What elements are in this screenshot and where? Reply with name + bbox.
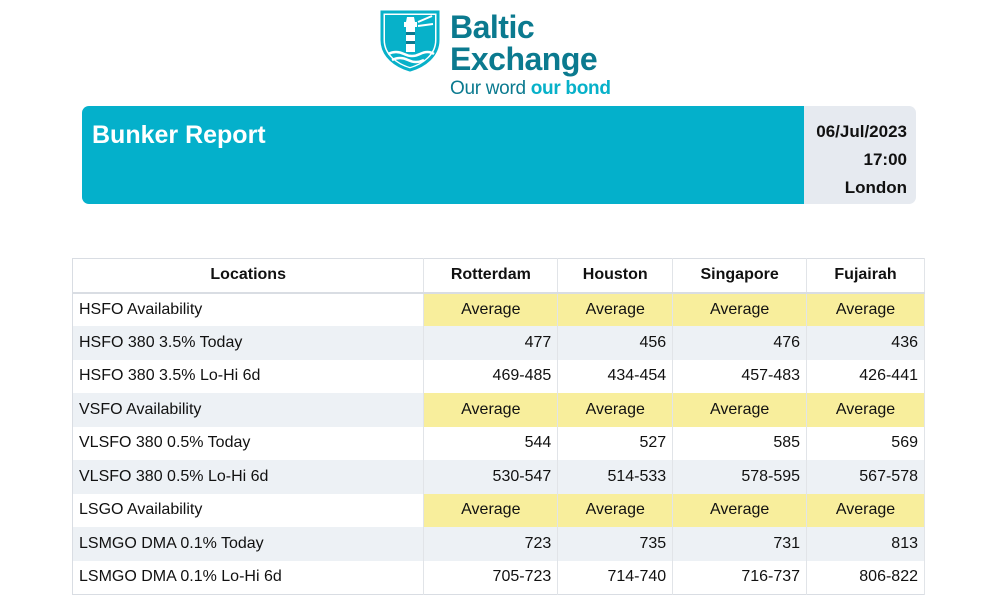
- price-cell: 714-740: [557, 560, 674, 594]
- price-cell: 476: [672, 326, 808, 360]
- price-cell: 723: [423, 527, 559, 561]
- logo-text-exchange: Exchange: [450, 41, 598, 77]
- price-cell: 434-454: [557, 359, 674, 393]
- price-cell: 544: [423, 426, 559, 460]
- header-singapore: Singapore: [672, 258, 808, 294]
- row-label: HSFO 380 3.5% Today: [72, 326, 425, 360]
- price-cell: 735: [557, 527, 674, 561]
- row-label: HSFO 380 3.5% Lo-Hi 6d: [72, 359, 425, 393]
- price-cell: 469-485: [423, 359, 559, 393]
- availability-cell: Average: [806, 393, 925, 427]
- header-houston: Houston: [557, 258, 674, 294]
- report-banner: Bunker Report 06/Jul/2023 17:00 London: [82, 106, 916, 204]
- report-location: London: [844, 178, 907, 197]
- availability-cell: Average: [672, 493, 808, 527]
- price-cell: 813: [806, 527, 925, 561]
- table-row: VLSFO 380 0.5% Today 544 527 585 569: [72, 426, 925, 460]
- price-cell: 514-533: [557, 460, 674, 494]
- report-time: 17:00: [863, 150, 907, 169]
- bunker-price-table: Locations Rotterdam Houston Singapore Fu…: [72, 258, 925, 595]
- report-meta: 06/Jul/2023 17:00 London: [804, 106, 916, 204]
- header-rotterdam: Rotterdam: [423, 258, 559, 294]
- availability-cell: Average: [423, 493, 559, 527]
- price-cell: 716-737: [672, 560, 808, 594]
- table-row: LSGO Availability Average Average Average Av…: [72, 493, 925, 527]
- price-cell: 705-723: [423, 560, 559, 594]
- tagline-bold: our bond: [530, 78, 611, 99]
- price-cell: 569: [806, 426, 925, 460]
- baltic-exchange-logo: Baltic Exchange Our word our bond: [380, 8, 630, 102]
- price-cell: 578-595: [672, 460, 808, 494]
- price-cell: 567-578: [806, 460, 925, 494]
- row-label: LSGO Availability: [72, 493, 425, 527]
- header-locations: Locations: [72, 258, 425, 294]
- tagline-plain: Our word: [450, 78, 531, 99]
- table-row: VSFO Availability Average Average Average Av…: [72, 393, 925, 427]
- price-cell: 585: [672, 426, 808, 460]
- lighthouse-shield-icon: [380, 10, 440, 72]
- availability-cell: Average: [672, 393, 808, 427]
- report-date: 06/Jul/2023: [816, 122, 907, 141]
- report-title: Bunker Report: [92, 121, 266, 149]
- logo-tagline: Our word our bond: [450, 78, 611, 100]
- availability-cell: Average: [423, 393, 559, 427]
- price-cell: 477: [423, 326, 559, 360]
- price-cell: 530-547: [423, 460, 559, 494]
- price-cell: 456: [557, 326, 674, 360]
- table-row: LSMGO DMA 0.1% Lo-Hi 6d 705-723 714-740 716…: [72, 560, 925, 594]
- row-label: LSMGO DMA 0.1% Lo-Hi 6d: [72, 560, 425, 594]
- row-label: VLSFO 380 0.5% Today: [72, 426, 425, 460]
- table-row: LSMGO DMA 0.1% Today 723 735 731 813: [72, 527, 925, 561]
- header-fujairah: Fujairah: [806, 258, 925, 294]
- table-row: HSFO 380 3.5% Today 477 456 476 436: [72, 326, 925, 360]
- table-row: VLSFO 380 0.5% Lo-Hi 6d 530-547 514-533 578…: [72, 460, 925, 494]
- row-label: VSFO Availability: [72, 393, 425, 427]
- availability-cell: Average: [806, 493, 925, 527]
- availability-cell: Average: [557, 493, 674, 527]
- logo-text-baltic: Baltic: [450, 9, 535, 45]
- row-label: HSFO Availability: [72, 292, 425, 326]
- table-row: HSFO Availability Average Average Average Av…: [72, 292, 925, 326]
- row-label: LSMGO DMA 0.1% Today: [72, 527, 425, 561]
- table-header-row: Locations Rotterdam Houston Singapore Fu…: [72, 258, 925, 294]
- availability-cell: Average: [557, 292, 674, 326]
- banner-title-area: Bunker Report: [82, 106, 804, 204]
- table-row: HSFO 380 3.5% Lo-Hi 6d 469-485 434-454 457-…: [72, 359, 925, 393]
- availability-cell: Average: [423, 292, 559, 326]
- availability-cell: Average: [806, 292, 925, 326]
- price-cell: 426-441: [806, 359, 925, 393]
- price-cell: 457-483: [672, 359, 808, 393]
- row-label: VLSFO 380 0.5% Lo-Hi 6d: [72, 460, 425, 494]
- price-cell: 806-822: [806, 560, 925, 594]
- availability-cell: Average: [672, 292, 808, 326]
- availability-cell: Average: [557, 393, 674, 427]
- price-cell: 436: [806, 326, 925, 360]
- price-cell: 527: [557, 426, 674, 460]
- price-cell: 731: [672, 527, 808, 561]
